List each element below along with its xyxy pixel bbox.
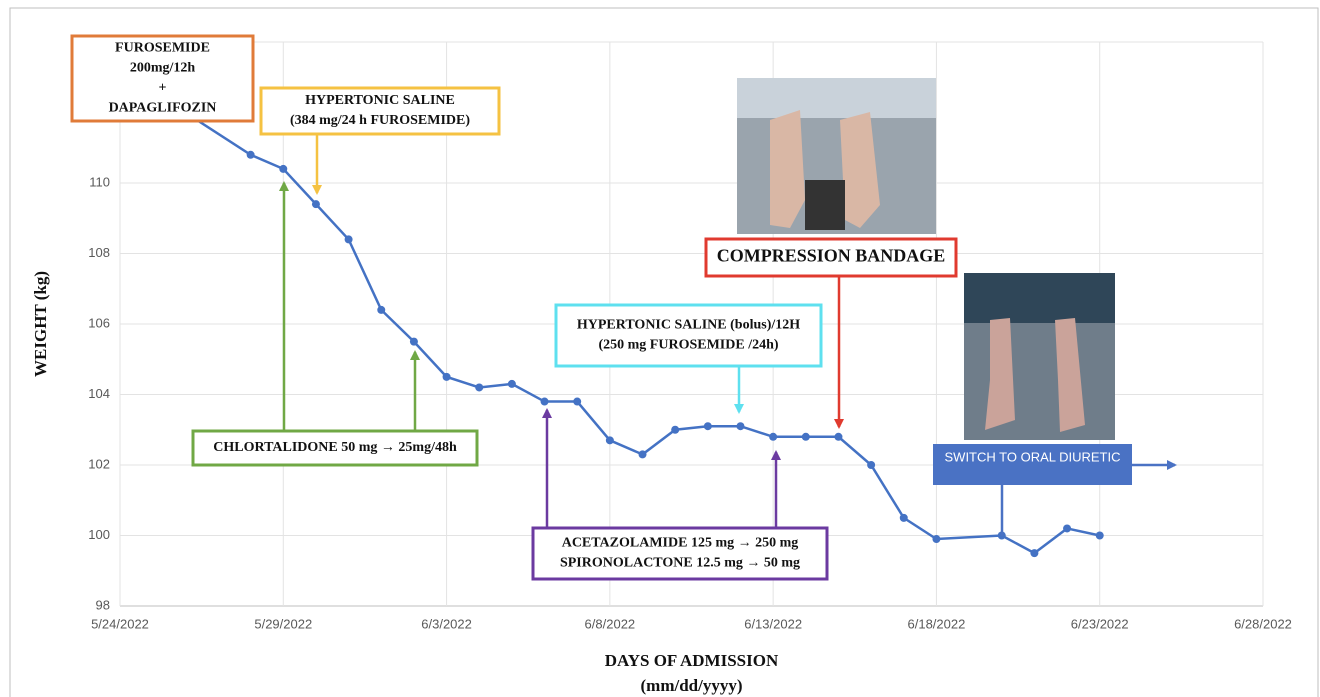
x-tick-label: 6/23/2022 — [1071, 616, 1129, 631]
annotation-text: DAPAGLIFOZIN — [109, 101, 217, 116]
annotation-text: HYPERTONIC SALINE (bolus)/12H — [577, 318, 800, 333]
point — [573, 397, 582, 406]
chart-border — [9, 7, 1319, 697]
point — [899, 513, 908, 522]
annotation-text: COMPRESSION BANDAGE — [717, 246, 946, 266]
annotation-text: (384 mg/24 h FUROSEMIDE) — [290, 113, 470, 128]
point — [475, 383, 484, 392]
point — [736, 422, 745, 431]
point — [377, 305, 386, 314]
y-tick-label: 98 — [96, 597, 110, 612]
point — [638, 450, 647, 459]
point — [703, 422, 712, 431]
y-tick-label: 104 — [88, 386, 110, 401]
x-tick-label: 6/3/2022 — [421, 616, 472, 631]
annotation-text: SPIRONOLACTONE 12.5 mg → 50 mg — [560, 556, 800, 571]
x-tick-label: 6/8/2022 — [585, 616, 636, 631]
annotation-box — [933, 444, 1132, 485]
x-tick-label: 5/29/2022 — [254, 616, 312, 631]
x-tick-label: 6/28/2022 — [1234, 616, 1292, 631]
annotation-box — [554, 303, 823, 368]
point — [409, 337, 418, 346]
point — [834, 432, 843, 441]
annotation-text: HYPERTONIC SALINE — [305, 93, 455, 108]
point — [507, 379, 516, 388]
annotation-box — [259, 86, 501, 136]
point — [279, 164, 288, 173]
annotation-text: (250 mg FUROSEMIDE /24h) — [598, 338, 778, 353]
point — [311, 200, 320, 209]
annotation-text: ACETAZOLAMIDE 125 mg → 250 mg — [562, 536, 799, 551]
photo — [737, 78, 936, 234]
point — [540, 397, 549, 406]
point — [801, 432, 810, 441]
point — [1030, 549, 1039, 558]
y-tick-label: 100 — [88, 527, 110, 542]
annotation-text: CHLORTALIDONE 50 mg → 25mg/48h — [213, 440, 457, 455]
point — [1063, 524, 1072, 533]
annotation-box — [531, 526, 829, 581]
point — [867, 461, 876, 469]
annotation-text: SWITCH TO ORAL DIURETIC — [945, 449, 1121, 464]
annotation-box — [70, 34, 255, 123]
annotation-text: + — [159, 81, 167, 96]
x-tick-label: 5/24/2022 — [91, 616, 149, 631]
y-tick-label: 110 — [89, 174, 110, 189]
y-tick-label: 102 — [88, 456, 110, 471]
photo — [964, 273, 1115, 440]
annotation-box — [191, 429, 479, 467]
point — [1095, 531, 1104, 540]
point — [246, 150, 255, 159]
y-tick-label: 106 — [88, 315, 110, 330]
x-axis-label: (mm/dd/yyyy) — [641, 676, 743, 695]
x-axis-label: DAYS OF ADMISSION — [605, 651, 779, 670]
point — [671, 425, 680, 434]
point — [442, 372, 451, 381]
annotation-text: 200mg/12h — [130, 61, 196, 76]
y-axis-label: WEIGHT (kg) — [31, 271, 50, 377]
y-tick-label: 108 — [88, 245, 110, 260]
annotation-text: FUROSEMIDE — [115, 41, 210, 56]
annotation-box — [704, 237, 958, 278]
point — [769, 432, 778, 441]
point — [605, 436, 614, 445]
x-tick-label: 6/13/2022 — [744, 616, 802, 631]
point — [344, 235, 353, 244]
x-tick-label: 6/18/2022 — [908, 616, 966, 631]
point — [932, 535, 941, 544]
